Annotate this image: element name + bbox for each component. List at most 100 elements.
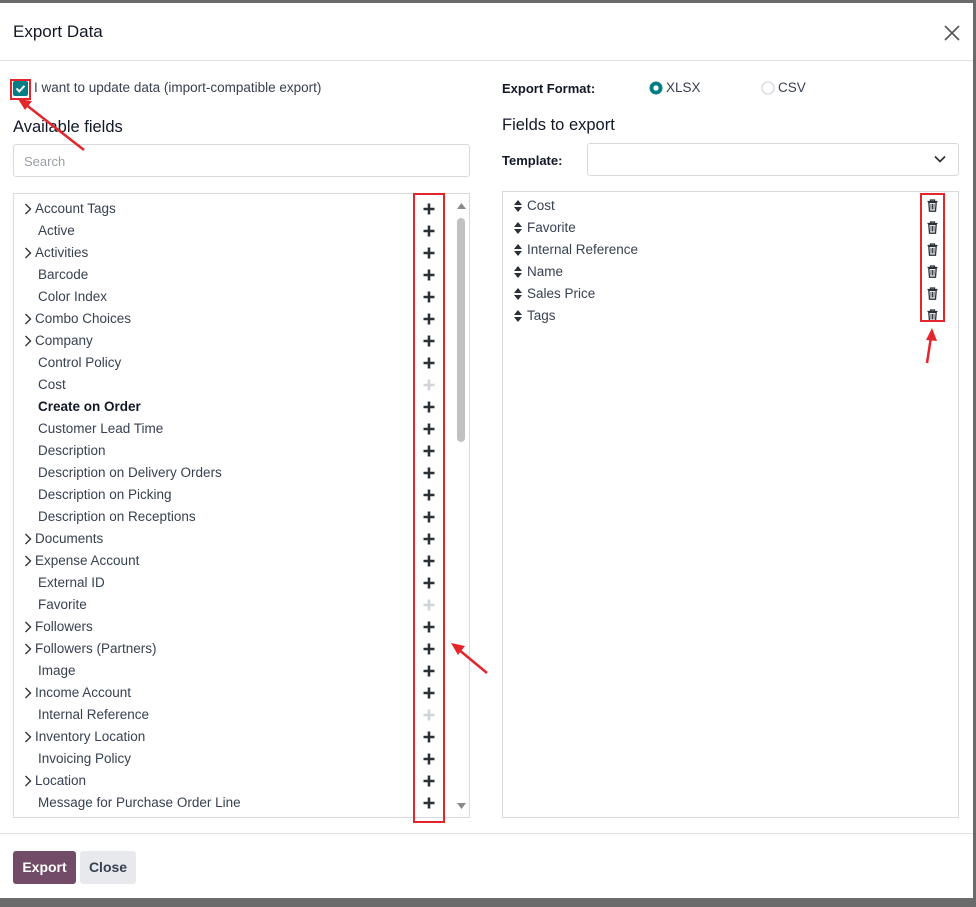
field-label[interactable]: Description on Picking: [38, 487, 172, 502]
expand-chevron[interactable]: [24, 687, 32, 699]
field-label[interactable]: Description on Receptions: [38, 509, 196, 524]
add-field-icon[interactable]: [423, 423, 435, 435]
field-label[interactable]: Internal Reference: [38, 707, 150, 722]
field-label[interactable]: External ID: [38, 575, 105, 590]
field-label[interactable]: Create on Order: [38, 399, 141, 414]
radio-label[interactable]: XLSX: [666, 80, 701, 95]
checkbox[interactable]: [13, 81, 28, 96]
sort-handle[interactable]: [514, 244, 522, 256]
scroll-down[interactable]: [457, 802, 466, 810]
sort-handle[interactable]: [514, 266, 522, 278]
expand-chevron[interactable]: [24, 731, 32, 743]
template-label: Template:: [502, 153, 563, 168]
field-label[interactable]: Combo Choices: [35, 311, 132, 326]
expand-chevron[interactable]: [24, 335, 32, 347]
add-field-icon[interactable]: [423, 489, 435, 501]
add-field-icon[interactable]: [423, 445, 435, 457]
remove-field-icon[interactable]: [927, 221, 938, 234]
remove-field-icon[interactable]: [927, 199, 938, 212]
field-label[interactable]: Cost: [38, 377, 66, 392]
export-field-label: Cost: [527, 198, 555, 213]
remove-field-icon[interactable]: [927, 265, 938, 278]
dialog-title: Export Data: [13, 22, 103, 41]
search-input[interactable]: Search: [13, 144, 470, 177]
add-field-icon[interactable]: [423, 269, 435, 281]
close-icon[interactable]: [944, 25, 960, 41]
add-field-icon[interactable]: [423, 247, 435, 259]
add-field-icon[interactable]: [423, 687, 435, 699]
field-label[interactable]: Description on Delivery Orders: [38, 465, 222, 480]
field-label[interactable]: Account Tags: [35, 201, 116, 216]
add-field-icon[interactable]: [423, 401, 435, 413]
scroll-up[interactable]: [457, 202, 466, 210]
expand-chevron[interactable]: [24, 643, 32, 655]
export-button[interactable]: Export: [13, 851, 76, 884]
close-button[interactable]: Close: [80, 851, 136, 884]
dialog: Export Data I want to update data (impor…: [0, 3, 973, 898]
add-field-icon[interactable]: [423, 731, 435, 743]
add-field-icon[interactable]: [423, 665, 435, 677]
field-label[interactable]: Barcode: [38, 267, 89, 282]
expand-chevron[interactable]: [24, 533, 32, 545]
add-field-icon[interactable]: [423, 357, 435, 369]
add-field-icon[interactable]: [423, 291, 435, 303]
field-label[interactable]: Message for Purchase Order Line: [38, 795, 241, 810]
section-title: Available fields: [13, 118, 123, 136]
add-field-icon[interactable]: [423, 511, 435, 523]
add-field-icon: [423, 599, 435, 611]
field-label[interactable]: Color Index: [38, 289, 108, 304]
add-field-icon[interactable]: [423, 621, 435, 633]
field-label[interactable]: Expense Account: [35, 553, 140, 568]
search-placeholder: Search: [24, 154, 66, 169]
template-select[interactable]: [587, 143, 959, 176]
add-field-icon[interactable]: [423, 643, 435, 655]
field-label[interactable]: Followers (Partners): [35, 641, 157, 656]
expand-chevron[interactable]: [24, 555, 32, 567]
annotation-box: [920, 193, 945, 322]
add-field-icon[interactable]: [423, 775, 435, 787]
field-label[interactable]: Favorite: [38, 597, 87, 612]
annotation-arrows: [18, 99, 937, 674]
field-label[interactable]: Documents: [35, 531, 104, 546]
field-label[interactable]: Customer Lead Time: [38, 421, 164, 436]
expand-chevron[interactable]: [24, 203, 32, 215]
add-field-icon[interactable]: [423, 555, 435, 567]
field-label[interactable]: Income Account: [35, 685, 132, 700]
field-label[interactable]: Followers: [35, 619, 93, 634]
add-field-icon[interactable]: [423, 203, 435, 215]
field-label[interactable]: Activities: [35, 245, 89, 260]
field-label[interactable]: Active: [38, 223, 75, 238]
sort-handle[interactable]: [514, 222, 522, 234]
field-label[interactable]: Company: [35, 333, 93, 348]
sort-handle[interactable]: [514, 310, 522, 322]
add-field-icon[interactable]: [423, 225, 435, 237]
expand-chevron[interactable]: [24, 621, 32, 633]
sort-handle[interactable]: [514, 200, 522, 212]
field-label[interactable]: Inventory Location: [35, 729, 146, 744]
add-field-icon[interactable]: [423, 577, 435, 589]
radio-label[interactable]: CSV: [778, 80, 806, 95]
radio-button[interactable]: [761, 81, 775, 95]
remove-field-icon[interactable]: [927, 243, 938, 256]
field-label[interactable]: Control Policy: [38, 355, 122, 370]
expand-chevron[interactable]: [24, 247, 32, 259]
add-field-icon[interactable]: [423, 313, 435, 325]
expand-chevron[interactable]: [24, 775, 32, 787]
remove-field-icon[interactable]: [927, 287, 938, 300]
checkbox-label[interactable]: I want to update data (import-compatible…: [34, 80, 322, 95]
add-field-icon[interactable]: [423, 467, 435, 479]
section-title: Fields to export: [502, 116, 615, 134]
scrollbar-thumb: [457, 218, 465, 442]
expand-chevron[interactable]: [24, 313, 32, 325]
annotation-box: [10, 79, 31, 100]
add-field-icon[interactable]: [423, 753, 435, 765]
add-field-icon[interactable]: [423, 797, 435, 809]
sort-handle[interactable]: [514, 288, 522, 300]
add-field-icon[interactable]: [423, 335, 435, 347]
add-field-icon[interactable]: [423, 533, 435, 545]
field-label[interactable]: Location: [35, 773, 87, 788]
field-label[interactable]: Invoicing Policy: [38, 751, 132, 766]
radio-button[interactable]: [649, 81, 663, 95]
field-label[interactable]: Image: [38, 663, 76, 678]
field-label[interactable]: Description: [38, 443, 106, 458]
